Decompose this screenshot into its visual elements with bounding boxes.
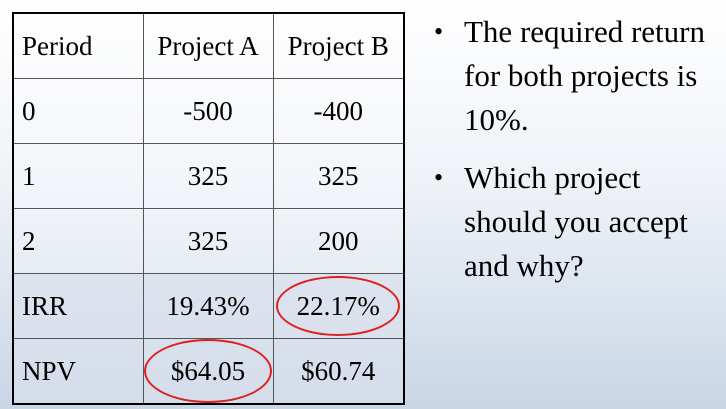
project-a-npv-cell: $64.05 — [142, 338, 274, 405]
project-b-cell: -400 — [272, 78, 405, 144]
project-a-cell: -500 — [142, 78, 274, 144]
project-b-irr-cell: 22.17% — [272, 273, 405, 339]
bullet-text: The required return for both projects is… — [464, 14, 705, 137]
header-period: Period — [12, 12, 144, 79]
project-b-irr: 22.17% — [296, 290, 380, 321]
project-b-cell: 325 — [272, 143, 405, 209]
project-a-npv: $64.05 — [170, 355, 246, 386]
period-cell: 1 — [12, 143, 144, 209]
period-cell: 0 — [12, 78, 144, 144]
project-b-cell: 200 — [272, 208, 405, 274]
table-row: 1 325 325 — [12, 143, 405, 209]
cash-flow-table: Period Project A Project B 0 -500 -400 1… — [12, 12, 405, 405]
npv-label: NPV — [12, 338, 144, 405]
bullet-text: Which project should you accept and why? — [464, 160, 688, 283]
table-header-row: Period Project A Project B — [12, 12, 405, 79]
period-cell: 2 — [12, 208, 144, 274]
bullet-icon: • — [434, 17, 444, 46]
project-a-npv-highlight: $64.05 — [144, 339, 272, 403]
project-a-cell: 325 — [142, 208, 274, 274]
project-a-irr: 19.43% — [142, 273, 274, 339]
bullet-item-question: • Which project should you accept and wh… — [430, 156, 720, 288]
project-a-cell: 325 — [142, 143, 274, 209]
header-project-a: Project A — [142, 12, 274, 79]
project-b-irr-highlight: 22.17% — [276, 276, 401, 336]
table-row-irr: IRR 19.43% 22.17% — [12, 273, 405, 339]
bullet-icon: • — [434, 163, 444, 192]
irr-label: IRR — [12, 273, 144, 339]
table-row: 2 325 200 — [12, 208, 405, 274]
bullet-list: • The required return for both projects … — [430, 10, 720, 302]
project-b-npv: $60.74 — [272, 338, 405, 405]
bullet-item-required-return: • The required return for both projects … — [430, 10, 720, 142]
header-project-b: Project B — [272, 12, 405, 79]
table-row: 0 -500 -400 — [12, 78, 405, 144]
table-row-npv: NPV $64.05 $60.74 — [12, 338, 405, 405]
